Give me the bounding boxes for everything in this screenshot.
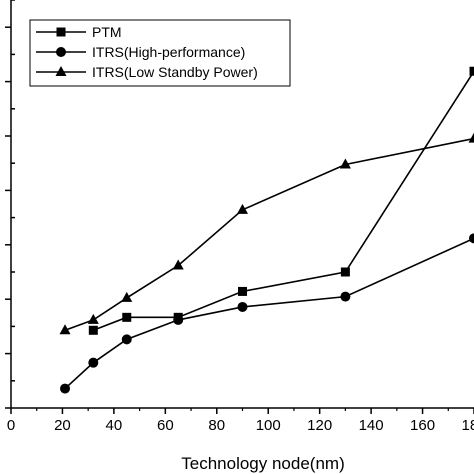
circle-marker	[237, 301, 248, 312]
triangle-marker	[121, 291, 133, 302]
legend: PTM ITRS(High-performance) ITRS(Low Standb…	[29, 19, 291, 87]
series-triangle	[59, 132, 474, 335]
triangle-marker	[87, 313, 99, 324]
x-tick-label: 80	[208, 417, 225, 434]
x-tick-label: 120	[307, 417, 332, 434]
x-tick-label: 140	[359, 417, 384, 434]
triangle-marker	[468, 132, 474, 143]
square-marker	[340, 267, 350, 277]
triangle-marker	[59, 324, 71, 335]
triangle-marker	[339, 158, 351, 169]
x-tick-label: 40	[106, 417, 123, 434]
legend-box	[29, 19, 291, 87]
circle-marker	[340, 291, 351, 302]
circle-marker	[88, 357, 99, 368]
circle-marker	[469, 233, 474, 244]
x-tick-label: 60	[157, 417, 174, 434]
x-tick-label: 100	[256, 417, 281, 434]
circle-marker	[121, 334, 132, 345]
axes: 0 20 40 60 80 100 120 140 160 180	[5, 0, 474, 434]
x-tick-label: 0	[7, 417, 15, 434]
x-tick-label: 180	[461, 417, 474, 434]
square-marker	[469, 66, 474, 76]
x-tick-label: 160	[410, 417, 435, 434]
circle-marker	[56, 47, 66, 57]
legend-entry: ITRS(Low Standby Power)	[92, 64, 258, 80]
legend-entry: ITRS(High-performance)	[92, 44, 245, 60]
triangle-marker	[172, 259, 184, 270]
square-marker	[88, 325, 98, 335]
legend-entry: PTM	[92, 24, 122, 40]
series-line	[93, 70, 474, 332]
circle-marker	[60, 383, 71, 394]
circle-marker	[173, 314, 184, 325]
square-marker	[238, 286, 247, 296]
square-marker	[122, 312, 132, 322]
series-circle	[60, 233, 474, 394]
triangle-marker	[237, 203, 248, 214]
series-group	[59, 66, 474, 394]
x-tick-label: 20	[54, 417, 71, 434]
x-axis-label: Technology node(nm)	[181, 454, 344, 473]
square-marker	[56, 27, 66, 37]
series-square	[88, 66, 474, 335]
triangle-marker	[55, 66, 67, 76]
